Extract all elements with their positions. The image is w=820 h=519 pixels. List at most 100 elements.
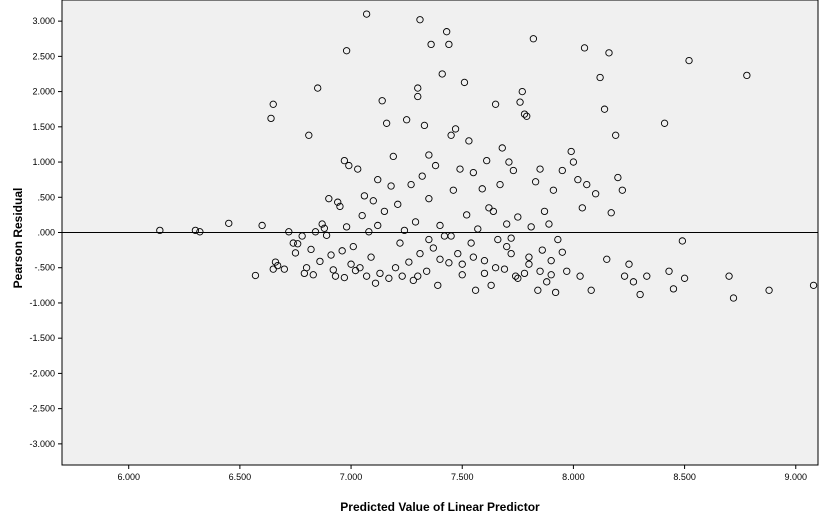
data-point [625,260,633,268]
y-tick-label: -2.000 [29,368,55,378]
data-point [525,253,533,261]
y-tick-label: 1.500 [32,122,55,132]
data-point [407,180,415,189]
data-point [362,272,371,280]
data-point [449,186,457,194]
y-axis-title: Pearson Residual [11,188,25,289]
data-point [391,264,400,272]
data-point [342,47,351,55]
data-point [456,165,464,173]
data-point [251,271,260,280]
data-point [725,272,733,280]
data-point [454,249,462,258]
y-tick-label: 1.000 [32,157,55,167]
data-point [563,267,571,275]
data-point [416,16,424,24]
data-point [385,274,393,282]
data-point [427,40,435,49]
data-point [547,257,555,265]
data-point [551,288,560,297]
data-point [547,271,555,279]
data-point [349,242,357,251]
data-point [643,272,651,280]
data-point [527,223,535,231]
x-tick-label: 9.000 [784,472,807,482]
data-point [425,235,433,244]
data-point [607,209,615,217]
data-point [518,87,526,96]
data-point [291,249,300,257]
data-point [618,186,626,194]
y-tick-label: -2.500 [29,404,55,414]
data-point [318,220,326,228]
data-point [445,40,453,49]
data-point [307,245,315,254]
y-tick-label: .000 [37,228,55,238]
data-point [569,158,578,166]
data-point [354,165,362,173]
data-point [600,105,609,113]
x-tick-label: 8.000 [562,472,585,482]
data-point [394,200,402,208]
data-point [425,195,433,203]
data-point [285,228,293,236]
data-point [511,272,520,280]
data-point [269,265,277,273]
data-point [225,219,233,227]
data-point [431,161,440,170]
data-point [405,258,413,266]
x-tick-label: 7.500 [451,472,474,482]
data-point [605,49,613,57]
data-point [411,218,420,226]
data-point [420,121,429,130]
data-point [327,251,335,259]
data-point [258,221,266,230]
data-point [743,71,751,80]
data-point [429,244,437,252]
x-axis: 6.000 6.500 7.000 7.500 8.000 8.500 9.000 [117,465,807,482]
data-point [554,235,562,244]
data-point [316,257,324,266]
data-point [545,220,553,228]
data-point [525,260,533,268]
data-point [365,228,373,236]
data-point [458,260,466,268]
data-point [516,98,524,106]
data-point [345,161,353,170]
data-point [629,278,638,286]
data-point [414,92,422,101]
data-point [451,125,460,133]
data-point [491,264,500,272]
data-point [485,204,493,212]
data-point [331,272,340,280]
data-point [367,253,375,261]
data-point [463,211,471,219]
data-point [469,253,478,261]
data-point [436,255,444,263]
data-point [534,286,542,294]
data-point [336,202,344,211]
data-point [325,195,333,203]
data-point [347,260,355,268]
data-point [558,166,566,175]
y-tick-label: .500 [37,192,55,202]
data-point [294,240,302,248]
data-point [362,10,371,18]
data-point [567,147,575,156]
x-axis-title: Predicted Value of Linear Predictor [340,500,540,514]
data-point [376,269,384,278]
data-point [156,226,164,235]
data-point [538,246,546,254]
data-point [483,156,491,165]
x-tick-label: 8.500 [673,472,696,482]
y-tick-label: -1.000 [29,298,55,308]
data-point [342,223,351,231]
data-point [809,281,818,289]
data-point [678,237,687,245]
data-point [574,176,582,184]
y-tick-label: 2.000 [32,87,55,97]
data-point [371,279,380,287]
y-axis: 3.000 2.500 2.000 1.500 1.000 .500 .000 -.500 -1… [29,16,62,449]
data-point [520,110,529,118]
data-point [460,78,469,87]
